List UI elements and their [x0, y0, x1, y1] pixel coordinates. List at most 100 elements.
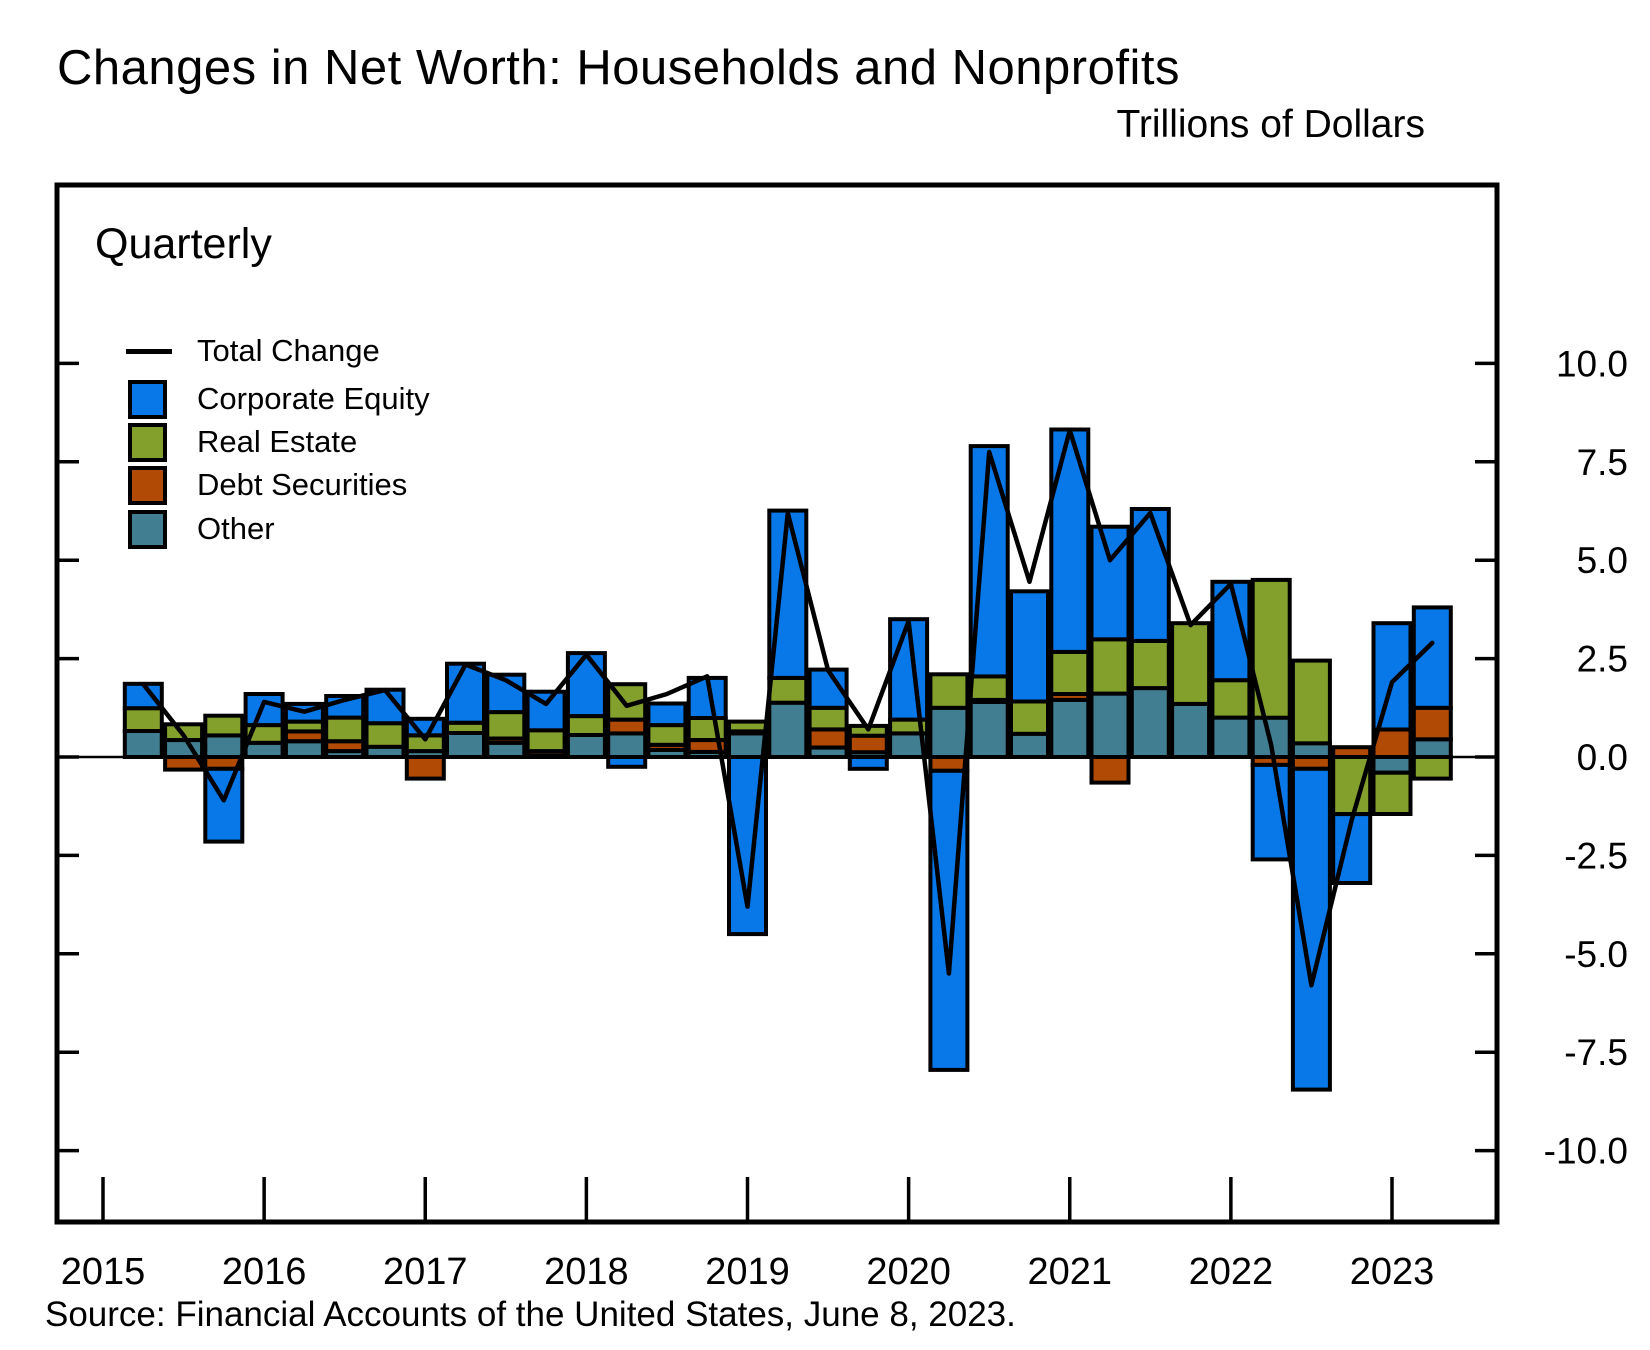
- other-swatch: [128, 509, 167, 549]
- bar-segment: [1411, 755, 1453, 781]
- bar-segment: [727, 719, 768, 734]
- bar-segment: [364, 721, 406, 749]
- bar-segment: [122, 706, 164, 734]
- bar-segment: [807, 705, 849, 732]
- bar-segment: [565, 651, 607, 719]
- page-title: Changes in Net Worth: Households and Non…: [57, 41, 1180, 95]
- bar-segment: [1331, 755, 1373, 817]
- total-change-line-swatch: [126, 348, 172, 354]
- bar-segment: [606, 717, 648, 736]
- bar-segment: [968, 699, 1010, 760]
- bar-segment: [928, 755, 970, 773]
- legend-item-label: Real Estate: [197, 424, 358, 459]
- x-year-label: 2017: [383, 1251, 468, 1293]
- bar-segment: [928, 705, 970, 759]
- legend-item-debt-securities: Debt Securities: [128, 465, 407, 505]
- bar-segment: [283, 739, 325, 759]
- bar-segment: [203, 766, 245, 844]
- bar-segment: [485, 710, 527, 741]
- bar-segment: [525, 728, 567, 754]
- y-tick-label: 5.0: [1577, 540, 1628, 581]
- frequency-label: Quarterly: [95, 220, 272, 268]
- legend-item-other: Other: [128, 509, 275, 549]
- bar-segment: [1290, 766, 1332, 1092]
- bar-segment: [1129, 638, 1171, 691]
- bar-segment: [1210, 715, 1252, 759]
- bar-segment: [1129, 686, 1171, 759]
- bar-segment: [606, 731, 648, 760]
- bar-segment: [122, 729, 164, 759]
- y-axis-units-label: Trillions of Dollars: [1116, 103, 1425, 146]
- bar-segment: [1371, 621, 1413, 732]
- plot-border: [54, 182, 1500, 1225]
- bar-segment: [928, 672, 970, 710]
- legend-item-label: Other: [197, 511, 275, 546]
- bar-segment: [243, 740, 285, 759]
- bar-segment: [565, 714, 607, 737]
- bar-segment: [1089, 691, 1131, 759]
- bar-segment: [565, 733, 607, 759]
- bar-segment: [767, 700, 809, 760]
- x-year-label: 2018: [544, 1251, 629, 1293]
- bar-segment: [1371, 755, 1413, 775]
- y-tick-label: -5.0: [1564, 934, 1628, 975]
- bar-segment: [1009, 699, 1050, 736]
- x-year-label: 2020: [866, 1251, 951, 1293]
- bar-segment: [1049, 427, 1091, 654]
- y-tick-label: -2.5: [1564, 835, 1628, 876]
- y-tick-label: 10.0: [1556, 343, 1628, 384]
- real-estate-swatch: [128, 422, 167, 462]
- bar-segment: [686, 716, 728, 742]
- x-year-label: 2015: [61, 1251, 146, 1293]
- x-year-label: 2019: [705, 1251, 790, 1293]
- bar-segment: [1371, 770, 1413, 817]
- x-year-label: 2023: [1350, 1251, 1435, 1293]
- corporate-equity-swatch: [128, 379, 167, 419]
- y-tick-label: 0.0: [1577, 737, 1628, 778]
- bar-segment: [203, 733, 245, 760]
- bar-segment: [1089, 637, 1131, 696]
- bar-segment: [847, 755, 889, 771]
- legend-item-label: Total Change: [197, 333, 380, 368]
- bar-segment: [324, 715, 366, 744]
- bar-segment: [1170, 621, 1212, 706]
- bar-segment: [1170, 701, 1212, 760]
- debt-securities-swatch: [128, 465, 167, 505]
- bar-segment: [1411, 737, 1453, 759]
- bar-segment: [767, 675, 809, 705]
- bar-segment: [1371, 727, 1413, 760]
- y-tick-label: 2.5: [1577, 639, 1628, 680]
- bar-segment: [1129, 507, 1171, 643]
- bar-segment: [243, 692, 285, 728]
- bar-segment: [807, 727, 849, 750]
- y-tick-label: -7.5: [1564, 1032, 1628, 1073]
- y-tick-label: 7.5: [1577, 442, 1628, 483]
- bar-segment: [1089, 755, 1131, 785]
- bar-segment: [445, 731, 486, 759]
- legend-item-real-estate: Real Estate: [128, 422, 357, 462]
- bar-segment: [646, 723, 688, 747]
- bar-segment: [1009, 731, 1050, 759]
- bar-segment: [1290, 658, 1332, 746]
- legend-item-label: Corporate Equity: [197, 381, 430, 416]
- bar-segment: [646, 701, 688, 728]
- bar-segment: [1210, 678, 1252, 720]
- bar-segment: [1009, 589, 1050, 704]
- bar-segment: [727, 731, 768, 760]
- x-year-label: 2022: [1189, 1251, 1274, 1293]
- x-year-label: 2021: [1027, 1251, 1112, 1293]
- source-note: Source: Financial Accounts of the United…: [45, 1295, 1016, 1334]
- bar-segment: [485, 740, 527, 759]
- bar-segment: [1411, 705, 1453, 742]
- bar-segment: [203, 713, 245, 738]
- legend-item-total-change: Total Change: [126, 331, 380, 371]
- total-change-line: [141, 428, 1435, 988]
- bar-segment: [968, 674, 1010, 702]
- bar-segment: [1049, 697, 1091, 760]
- bar-segment: [404, 755, 446, 781]
- legend-item-corporate-equity: Corporate Equity: [128, 379, 430, 419]
- bar-segment: [606, 755, 648, 769]
- bar-segment: [847, 733, 889, 755]
